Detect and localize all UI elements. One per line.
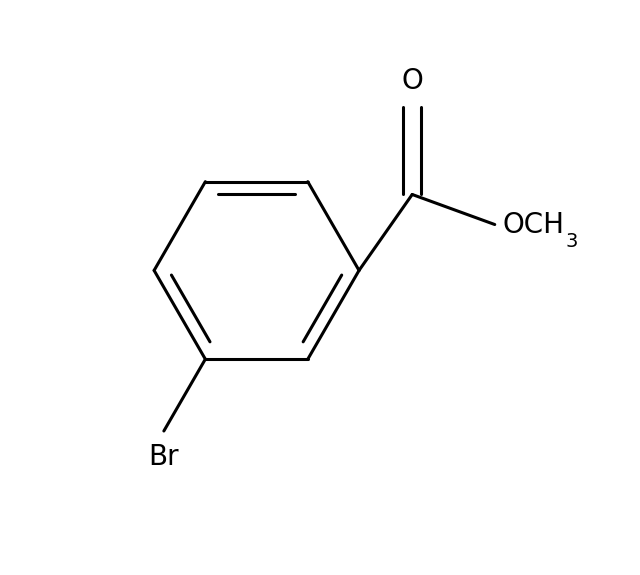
Text: OCH: OCH	[502, 210, 564, 239]
Text: O: O	[401, 67, 423, 95]
Text: 3: 3	[566, 232, 579, 251]
Text: Br: Br	[148, 443, 179, 471]
